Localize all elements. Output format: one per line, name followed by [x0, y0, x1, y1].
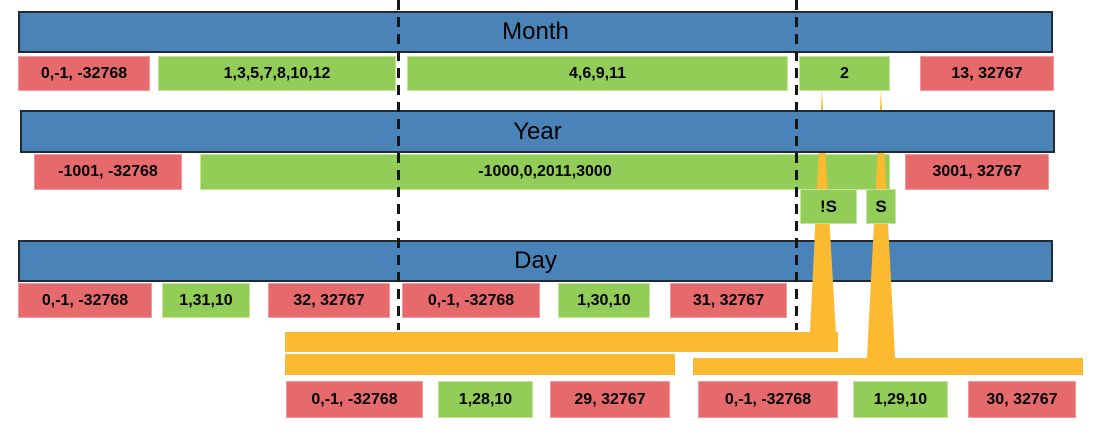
feb-nonleap-bracket-top [285, 332, 838, 352]
month-february-label: 2 [840, 64, 849, 82]
partition-divider-left [397, 0, 400, 330]
feb-nonleap-valid-label: 1,28,10 [458, 390, 513, 408]
day31-valid-box: 1,31,10 [162, 283, 250, 318]
feb-nonleap-valid-box: 1,28,10 [438, 381, 533, 418]
day31-valid-label: 1,31,10 [179, 291, 233, 309]
month-31day-box: 1,3,5,7,8,10,12 [158, 56, 396, 91]
feb-leap-invalid-high-label: 30, 32767 [986, 390, 1058, 408]
feb-leap-invalid-high-box: 30, 32767 [968, 381, 1076, 418]
month-bar: Month [18, 11, 1053, 53]
feb-leap-valid-box: 1,29,10 [853, 381, 948, 418]
month-invalid-high-label: 13, 32767 [951, 64, 1023, 82]
year-valid-label: -1000,0,2011,3000 [478, 163, 612, 180]
month-30day-box: 4,6,9,11 [407, 56, 788, 91]
day30-invalid-low-label: 0,-1, -32768 [427, 291, 515, 309]
month-invalid-low-label: 0,-1, -32768 [40, 64, 128, 82]
day31-invalid-low-label: 0,-1, -32768 [41, 291, 129, 309]
year-invalid-low-box: -1001, -32768 [34, 154, 182, 190]
day-bar: Day [18, 240, 1053, 282]
day31-invalid-high-box: 32, 32767 [268, 283, 390, 318]
feb-leap-invalid-low-label: 0,-1, -32768 [724, 390, 812, 408]
year-invalid-low-label: -1001, -32768 [58, 163, 158, 180]
year-invalid-high-box: 3001, 32767 [905, 154, 1049, 190]
day31-invalid-high-label: 32, 32767 [293, 291, 365, 309]
day31-invalid-low-box: 0,-1, -32768 [18, 283, 152, 318]
feb-nonleap-invalid-low-label: 0,-1, -32768 [311, 390, 398, 408]
day30-valid-box: 1,30,10 [558, 283, 650, 318]
not-leap-year-label: !S [820, 196, 837, 216]
month-31day-label: 1,3,5,7,8,10,12 [223, 64, 331, 82]
not-leap-year-box: !S [800, 189, 857, 224]
feb-nonleap-invalid-high-label: 29, 32767 [574, 390, 646, 408]
year-bar: Year [20, 110, 1055, 153]
feb-nonleap-bracket-bottom [285, 354, 675, 375]
leap-year-box: S [866, 189, 896, 224]
feb-nonleap-invalid-high-box: 29, 32767 [550, 381, 670, 418]
day30-valid-label: 1,30,10 [577, 291, 631, 309]
year-invalid-high-label: 3001, 32767 [932, 163, 1022, 180]
month-30day-label: 4,6,9,11 [569, 64, 626, 82]
day-title: Day [514, 247, 557, 274]
leap-year-label: S [875, 196, 887, 216]
day30-invalid-high-box: 31, 32767 [670, 283, 787, 318]
month-february-box: 2 [799, 56, 890, 91]
month-invalid-low-box: 0,-1, -32768 [18, 56, 150, 91]
year-valid-box: -1000,0,2011,3000 [200, 154, 890, 190]
feb-leap-valid-label: 1,29,10 [873, 390, 928, 408]
month-invalid-high-box: 13, 32767 [920, 56, 1054, 91]
day30-invalid-low-box: 0,-1, -32768 [402, 283, 540, 318]
feb-leap-bracket [693, 358, 1083, 375]
feb-nonleap-invalid-low-box: 0,-1, -32768 [286, 381, 423, 418]
day30-invalid-high-label: 31, 32767 [692, 291, 765, 309]
year-title: Year [513, 117, 562, 145]
partition-divider-right [795, 0, 798, 330]
month-title: Month [502, 18, 569, 45]
feb-leap-invalid-low-box: 0,-1, -32768 [698, 381, 838, 418]
